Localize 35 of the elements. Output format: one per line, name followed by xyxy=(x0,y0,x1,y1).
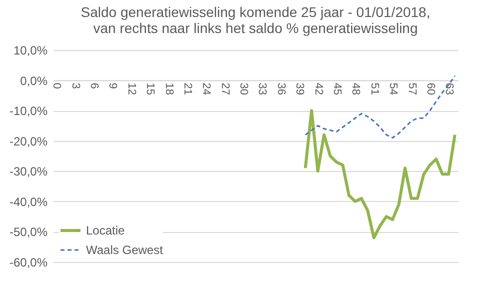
x-tick-label: 45 xyxy=(331,82,343,96)
x-tick-label: 48 xyxy=(350,82,362,96)
y-tick-label: -20,0% xyxy=(9,134,48,148)
x-tick-label: 6 xyxy=(88,82,100,89)
x-tick-label: 0 xyxy=(50,82,63,89)
x-tick-label: 12 xyxy=(125,82,138,96)
legend-label: Locatie xyxy=(86,224,126,238)
x-tick-label: 54 xyxy=(387,82,400,96)
x-tick-label: 18 xyxy=(162,82,175,96)
x-tick-label: 9 xyxy=(106,82,119,89)
x-tick-label: 33 xyxy=(256,82,268,96)
y-tick-label: -40,0% xyxy=(9,194,48,209)
y-tick-label: -30,0% xyxy=(9,164,48,179)
x-tick-label: 15 xyxy=(144,82,156,96)
legend-label: Waals Gewest xyxy=(86,243,164,257)
x-tick-label: 30 xyxy=(238,82,250,96)
y-tick-label: 0,0% xyxy=(20,74,48,88)
y-tick-label: -10,0% xyxy=(9,104,48,118)
x-tick-label: 51 xyxy=(368,82,380,96)
x-tick-label: 42 xyxy=(312,82,324,96)
x-tick-label: 60 xyxy=(424,82,436,96)
x-tick-label: 57 xyxy=(406,82,418,96)
line-series xyxy=(304,109,456,240)
x-tick-label: 21 xyxy=(181,82,194,96)
y-tick-label: -50,0% xyxy=(9,225,48,240)
x-tick-label: 3 xyxy=(69,82,82,89)
x-tick-label: 27 xyxy=(218,82,231,96)
y-tick-label: 10,0% xyxy=(13,44,48,58)
line-series xyxy=(304,74,456,139)
chart-title: Saldo generatiewisseling komende 25 jaar - 01/01/2018, van rechts naar links het saldo % generatiewisseling xyxy=(80,4,430,36)
x-tick-label: 39 xyxy=(294,82,306,96)
x-tick-label: 24 xyxy=(200,82,212,96)
x-tick-label: 36 xyxy=(274,82,287,96)
x-tick-label: 63 xyxy=(443,82,456,96)
y-tick-label: -60,0% xyxy=(9,256,48,270)
